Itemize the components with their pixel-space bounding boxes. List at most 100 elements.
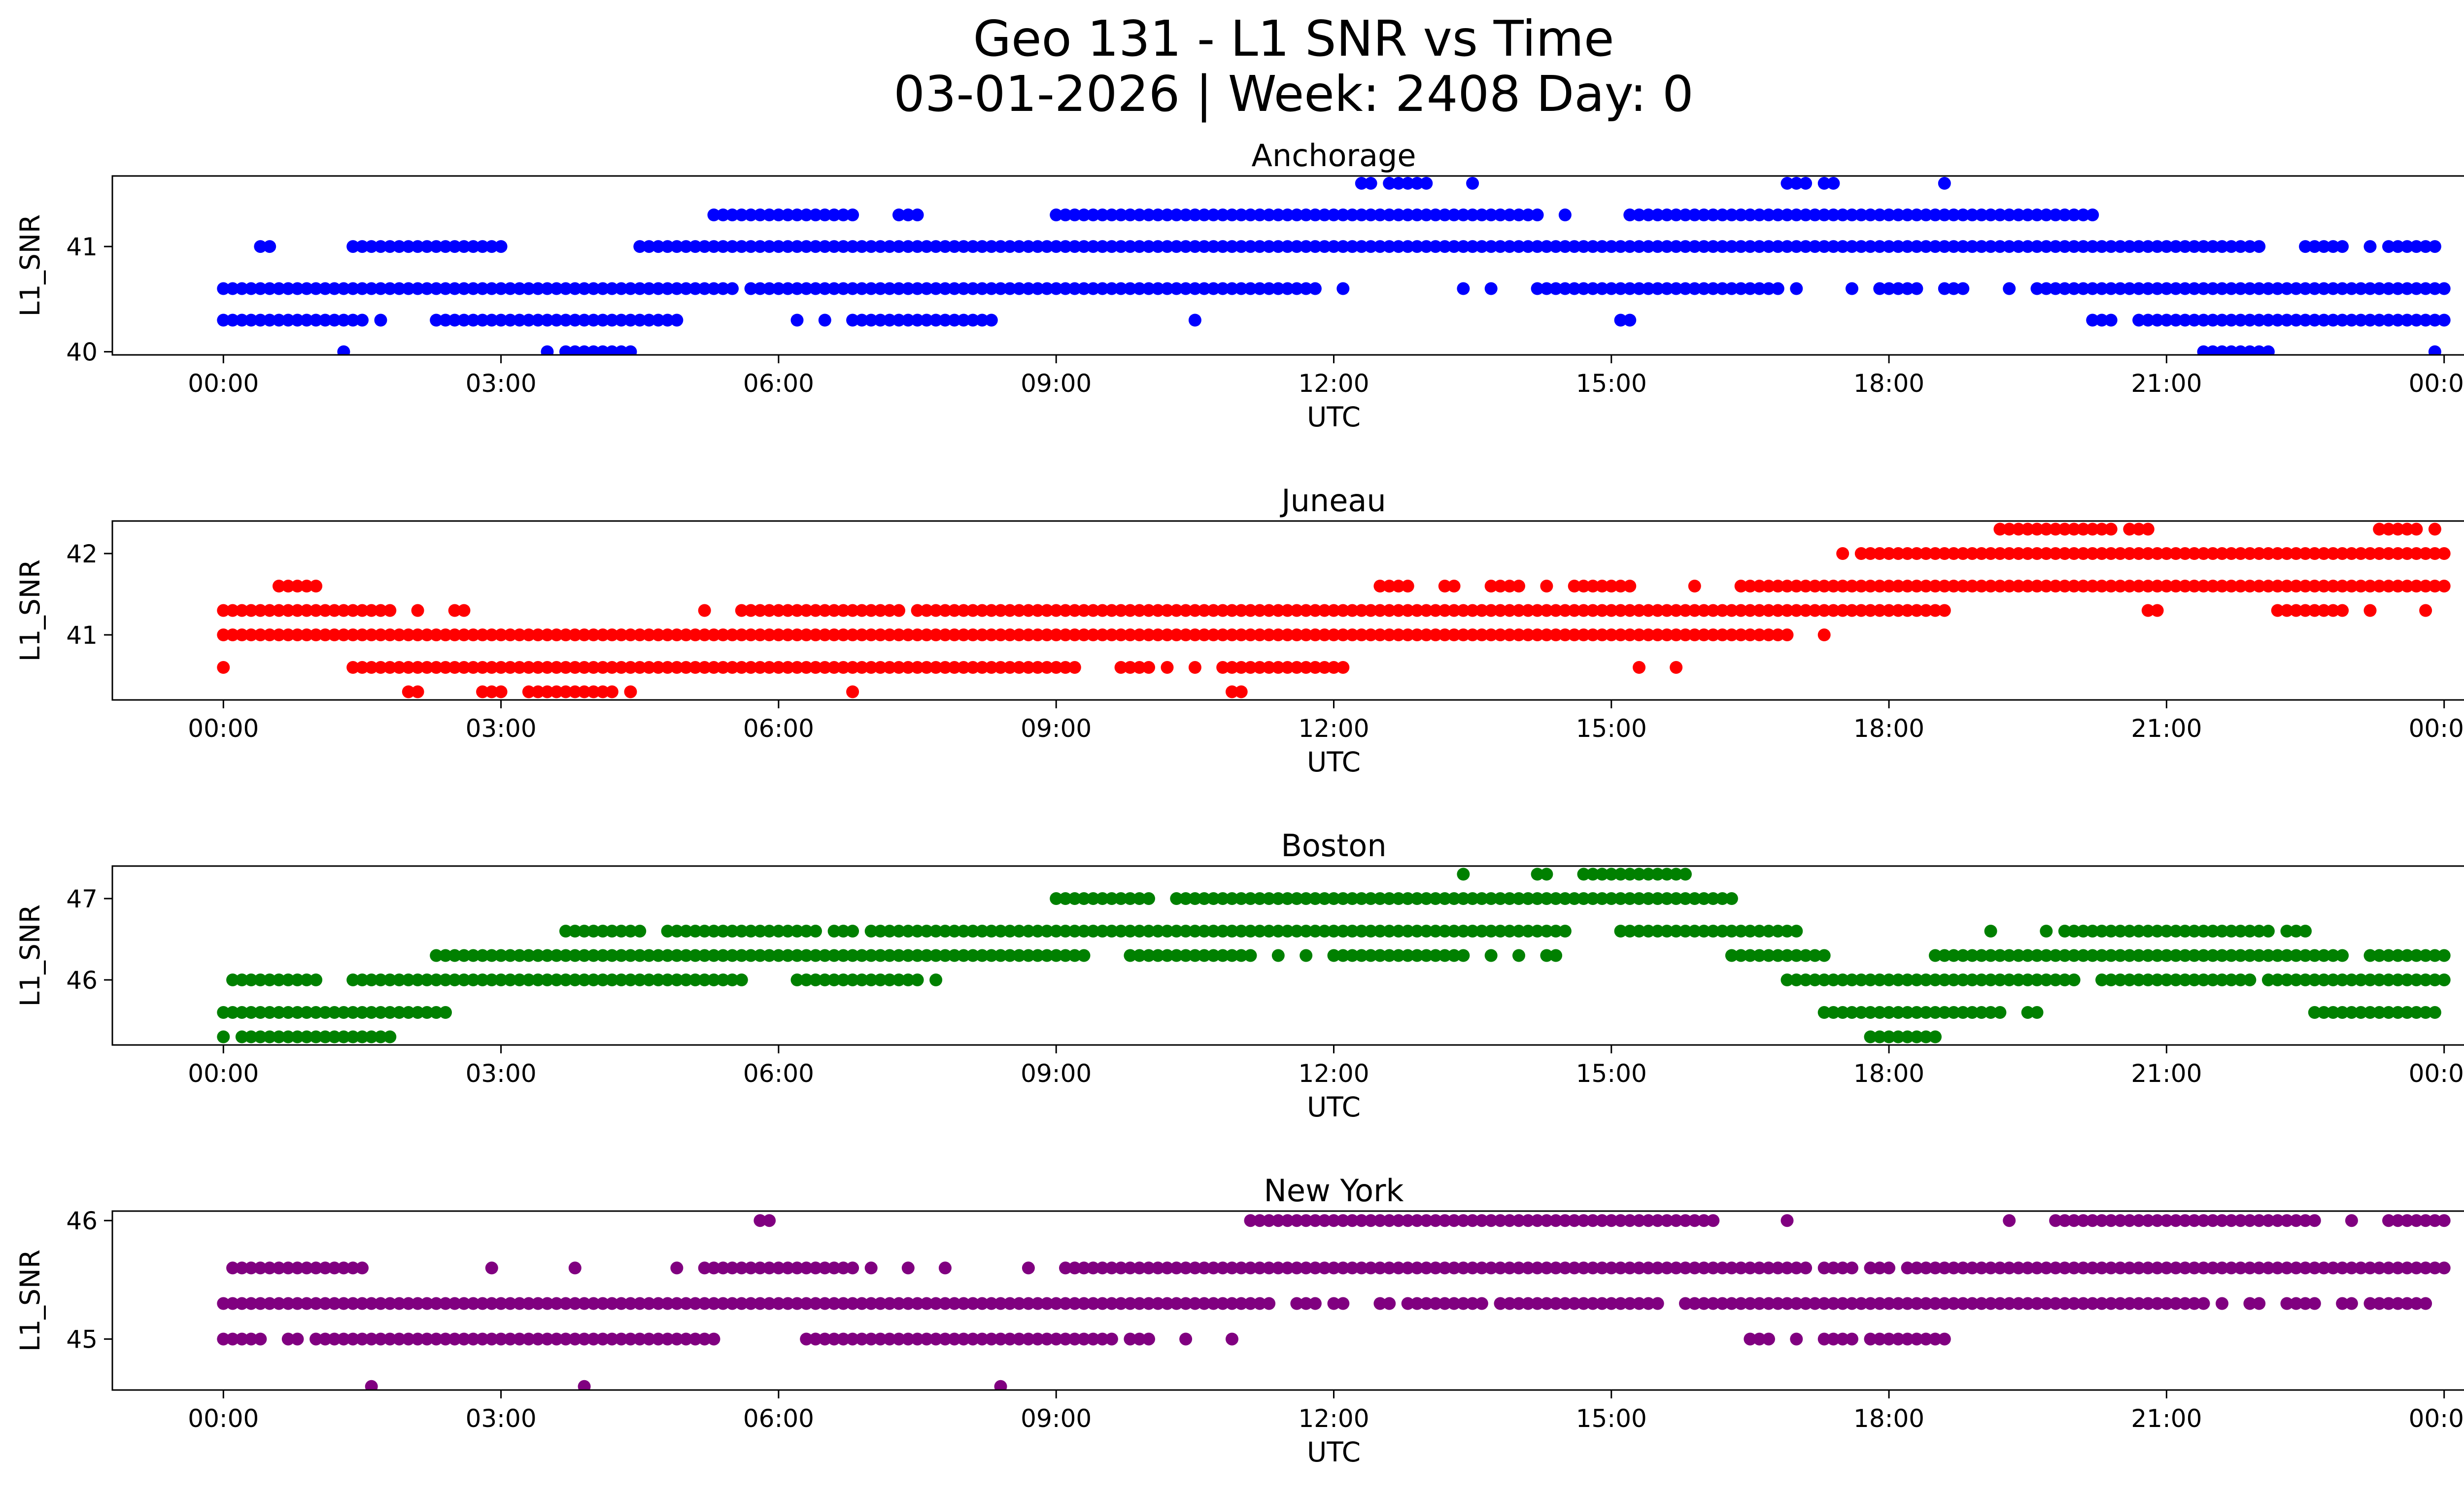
point-new-york-1-14	[1753, 1261, 1766, 1275]
point-anchorage-1-9	[1762, 209, 1775, 221]
point-boston-4-8	[1891, 973, 1905, 986]
point-juneau-2-4	[1494, 580, 1507, 592]
point-juneau-4-0	[1771, 628, 1784, 641]
point-boston-2-10	[2086, 925, 2099, 938]
point-boston-5-6	[2419, 1006, 2432, 1019]
point-juneau-5-1	[1022, 661, 1035, 674]
point-boston-2-4	[1438, 925, 1451, 938]
point-boston-2-4	[1077, 925, 1091, 938]
point-anchorage-3-0	[383, 282, 397, 295]
point-boston-2-2	[781, 925, 794, 938]
point-boston-5-1	[1827, 1006, 1840, 1019]
point-juneau-3-9	[1614, 604, 1627, 617]
point-boston-4-9	[2123, 973, 2136, 986]
point-anchorage-2-3	[864, 240, 878, 253]
point-boston-4-3	[393, 973, 406, 986]
point-new-york-0-1	[1438, 1214, 1451, 1227]
point-anchorage-2-3	[1651, 240, 1664, 253]
point-anchorage-1-4	[1179, 209, 1193, 221]
point-new-york-1-17	[2299, 1261, 2312, 1275]
point-new-york-2-0	[300, 1297, 313, 1310]
point-anchorage-2-3	[2067, 240, 2081, 253]
point-boston-4-3	[485, 973, 498, 986]
point-new-york-1-17	[2410, 1261, 2423, 1275]
point-anchorage-1-6	[1420, 209, 1433, 221]
point-juneau-4-0	[1679, 628, 1692, 641]
point-boston-2-2	[744, 925, 757, 938]
point-new-york-3-3	[402, 1332, 415, 1346]
point-new-york-1-17	[1938, 1261, 1951, 1275]
point-boston-4-11	[2428, 973, 2441, 986]
point-anchorage-5-4	[2261, 345, 2275, 355]
point-juneau-2-10	[2095, 580, 2108, 592]
point-juneau-3-5	[855, 604, 868, 617]
point-juneau-2-10	[1891, 580, 1905, 592]
point-juneau-1-1	[1929, 547, 1942, 560]
point-boston-4-8	[2058, 973, 2071, 986]
point-new-york-0-1	[1355, 1214, 1368, 1227]
point-juneau-4-0	[1188, 628, 1201, 641]
point-boston-2-4	[1059, 925, 1072, 938]
point-boston-4-11	[2271, 973, 2284, 986]
point-boston-2-4	[1263, 925, 1276, 938]
point-new-york-2-0	[726, 1297, 739, 1310]
point-new-york-1-14	[1438, 1261, 1451, 1275]
point-anchorage-2-3	[1077, 240, 1091, 253]
point-boston-2-6	[1716, 925, 1729, 938]
point-juneau-5-1	[948, 661, 961, 674]
point-anchorage-3-2	[1124, 282, 1137, 295]
point-boston-5-1	[1882, 1006, 1896, 1019]
point-boston-2-4	[1271, 925, 1285, 938]
point-boston-1-2	[1549, 892, 1563, 905]
point-new-york-1-7	[846, 1261, 859, 1275]
point-anchorage-3-1	[809, 282, 822, 295]
point-juneau-5-1	[753, 661, 767, 674]
point-boston-2-7	[1780, 925, 1794, 938]
point-juneau-4-0	[1013, 628, 1026, 641]
point-boston-2-2	[753, 925, 767, 938]
point-anchorage-3-2	[1226, 282, 1238, 295]
point-boston-6-1	[254, 1030, 267, 1043]
point-juneau-2-10	[2077, 580, 2090, 592]
point-juneau-5-1	[346, 661, 360, 674]
point-anchorage-3-1	[966, 282, 980, 295]
point-anchorage-2-3	[2114, 240, 2127, 253]
point-anchorage-4-12	[2271, 313, 2284, 327]
point-new-york-2-10	[1753, 1297, 1766, 1310]
point-juneau-3-9	[1707, 604, 1720, 617]
point-juneau-1-1	[2188, 547, 2201, 560]
point-new-york-1-5	[707, 1261, 720, 1275]
point-boston-3-0	[800, 949, 813, 962]
point-anchorage-1-9	[1817, 209, 1831, 221]
point-anchorage-4-12	[2243, 313, 2257, 327]
point-juneau-2-10	[2104, 580, 2118, 592]
point-new-york-3-3	[643, 1332, 655, 1346]
point-new-york-3-8	[1179, 1332, 1193, 1346]
point-juneau-1-1	[1873, 547, 1886, 560]
point-new-york-1-17	[2003, 1261, 2016, 1275]
point-juneau-4-0	[457, 628, 471, 641]
point-anchorage-1-1	[827, 209, 841, 221]
point-boston-0-2	[1586, 868, 1600, 881]
point-boston-3-10	[2336, 949, 2349, 962]
point-anchorage-3-0	[568, 282, 582, 295]
point-anchorage-2-3	[1364, 240, 1377, 253]
point-juneau-5-1	[837, 661, 850, 674]
point-new-york-2-3	[1383, 1297, 1396, 1310]
point-anchorage-3-1	[772, 282, 785, 295]
point-boston-5-6	[2382, 1006, 2395, 1019]
point-new-york-2-5	[1466, 1297, 1479, 1310]
point-juneau-3-9	[1808, 604, 1821, 617]
point-anchorage-1-0	[753, 209, 767, 221]
point-new-york-1-17	[1947, 1261, 1960, 1275]
point-new-york-3-6	[1022, 1332, 1035, 1346]
point-boston-3-0	[966, 949, 980, 962]
point-juneau-4-0	[1087, 628, 1100, 641]
point-juneau-6-1	[476, 685, 489, 698]
point-new-york-2-14	[2253, 1297, 2266, 1310]
point-juneau-5-5	[1271, 661, 1285, 674]
point-anchorage-3-6	[1614, 282, 1627, 295]
point-new-york-2-11	[2141, 1297, 2155, 1310]
point-anchorage-3-0	[318, 282, 332, 295]
